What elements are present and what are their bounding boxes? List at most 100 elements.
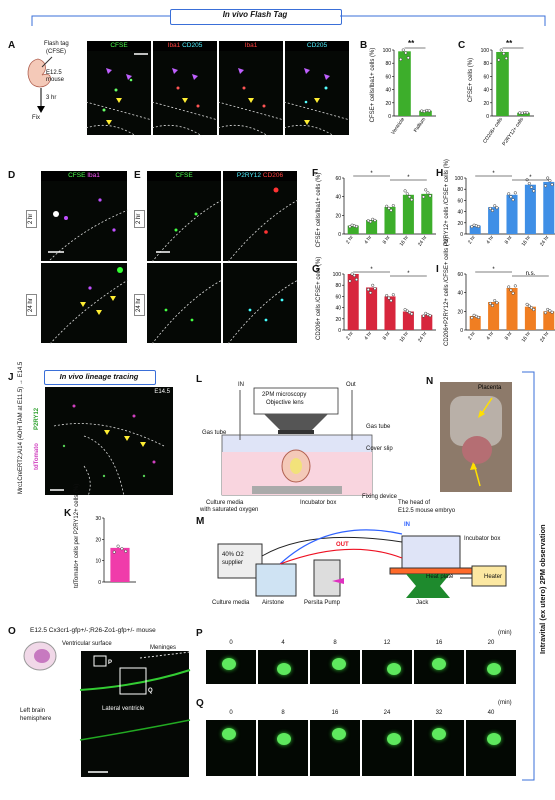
category-label: CD206+ cells (482, 116, 504, 144)
bar (469, 225, 481, 234)
o-left: Left brain (20, 708, 46, 714)
data-point (403, 308, 407, 312)
panel-c-ylabel: CFSE+ cells (%) (468, 57, 474, 103)
data-point (366, 288, 370, 292)
data-point (350, 272, 354, 276)
bar (110, 547, 130, 582)
sig-label: * (370, 267, 373, 273)
data-point (354, 224, 359, 228)
caption-e-merge: P2RY12 CD206 (223, 171, 297, 181)
l-media: Culture media (206, 500, 244, 506)
bar (419, 110, 432, 116)
panel-d-letter: D (8, 170, 16, 181)
data-point (407, 195, 412, 199)
q-unit: (min) (498, 700, 512, 706)
panel-g-letter: G (312, 264, 320, 275)
y-tick-label: 20 (483, 101, 489, 107)
data-point (407, 310, 412, 314)
micrograph-a-overlay (85, 53, 351, 137)
data-point (405, 309, 409, 313)
micrograph-e-cfse-24hr (146, 262, 222, 344)
cell-blob (432, 658, 446, 670)
flash-tag-cfse: (CFSE) (46, 49, 66, 55)
panel-o-letter: O (8, 626, 16, 637)
brain-schematic-icon (23, 641, 57, 671)
timelapse-time: 8 (281, 710, 285, 716)
panel-l-letter: L (196, 374, 203, 385)
timelapse-time: 24 (383, 710, 391, 716)
y-tick-label: 100 (481, 48, 490, 54)
data-point (373, 218, 377, 222)
data-point (124, 549, 128, 553)
l-cover: Cover slip (366, 446, 393, 452)
n-placenta: Placenta (478, 385, 502, 391)
j-genotype: Mrc1CreERT2;Ai14 (4OH TAM at E11.5) → E1… (18, 361, 24, 494)
data-point (527, 304, 531, 308)
data-point (532, 189, 536, 193)
data-point (550, 310, 554, 314)
chart-k: 0 10 20 30 (95, 516, 136, 586)
m-in: IN (404, 522, 410, 528)
bar (402, 311, 414, 330)
panel-p-letter: P (196, 628, 203, 639)
y-tick-label: 0 (388, 114, 391, 120)
data-point (354, 278, 359, 282)
o-title: E12.5 Cx3cr1-gfp+/-;R26-Zo1-gfp+/- mouse (30, 627, 156, 634)
data-point (120, 547, 124, 551)
d-time-2hr: 2 hr (26, 209, 37, 228)
m-incub: Incubator box (464, 536, 501, 542)
bar (488, 302, 500, 330)
data-point (424, 188, 428, 192)
category-label: 2 hr (467, 330, 477, 341)
sig-label: * (407, 175, 410, 181)
m-o2: 40% O2 (222, 552, 244, 558)
timelapse-frame (414, 720, 464, 776)
bar (347, 274, 359, 330)
category-label: P2RY12+ cells (501, 116, 525, 147)
chart-I-axes: 0 20 40 60 (457, 272, 555, 334)
timelapse-frame (258, 720, 308, 776)
m-o2b: supplier (222, 560, 244, 566)
panel-c-letter: C (458, 40, 466, 51)
y-tick-label: 0 (460, 232, 463, 238)
m-airstone: Airstone (262, 600, 285, 606)
bar (524, 306, 536, 330)
bar (506, 288, 518, 330)
data-point (546, 307, 550, 312)
y-tick-label: 40 (483, 88, 489, 94)
data-point (529, 306, 534, 310)
j-ch-tdtomato: tdTomato (34, 443, 40, 470)
lineage-box (44, 370, 156, 385)
bar (421, 193, 433, 234)
l-in: IN (238, 382, 244, 388)
caption-cfse: CFSE (87, 41, 151, 51)
mouse-word: mouse (46, 77, 65, 83)
y-tick-label: 40 (385, 88, 391, 94)
y-tick-label: 0 (338, 328, 341, 334)
bar (496, 51, 509, 117)
micrograph-e-cfse-2hr: CFSE (146, 170, 222, 262)
header-title: In vivo Flash Tag (222, 10, 288, 19)
data-point (348, 225, 352, 229)
timelapse-time: 32 (435, 710, 443, 716)
side-bracket (522, 371, 535, 781)
panel-k-ylabel: tdTomato+ cells per P2RY12+ cells (%) (74, 483, 80, 588)
cell-blob (222, 728, 236, 740)
category-label: 8 hr (504, 234, 514, 245)
y-tick-label: 0 (338, 232, 341, 238)
cell-blob (332, 728, 346, 740)
cell-blob (432, 728, 446, 740)
panel-b-sig: ** (408, 39, 415, 48)
o-vs: Ventricular surface (62, 641, 112, 647)
sig-label: * (492, 267, 495, 273)
panel-k-letter: K (64, 508, 72, 519)
y-tick-label: 10 (95, 559, 101, 565)
chart-K-axes: 0 10 20 30 (95, 516, 136, 586)
panel-i-letter: I (436, 264, 439, 275)
data-point (410, 198, 414, 202)
chart-h: 0 20 40 60 80 100 2 hr 4 hr 8 hr 16 hr 24 hr * * (455, 171, 555, 247)
y-tick-label: 20 (95, 537, 101, 543)
y-tick-label: 0 (486, 114, 489, 120)
data-point (373, 286, 377, 291)
l-incub: Incubator box (300, 500, 337, 506)
